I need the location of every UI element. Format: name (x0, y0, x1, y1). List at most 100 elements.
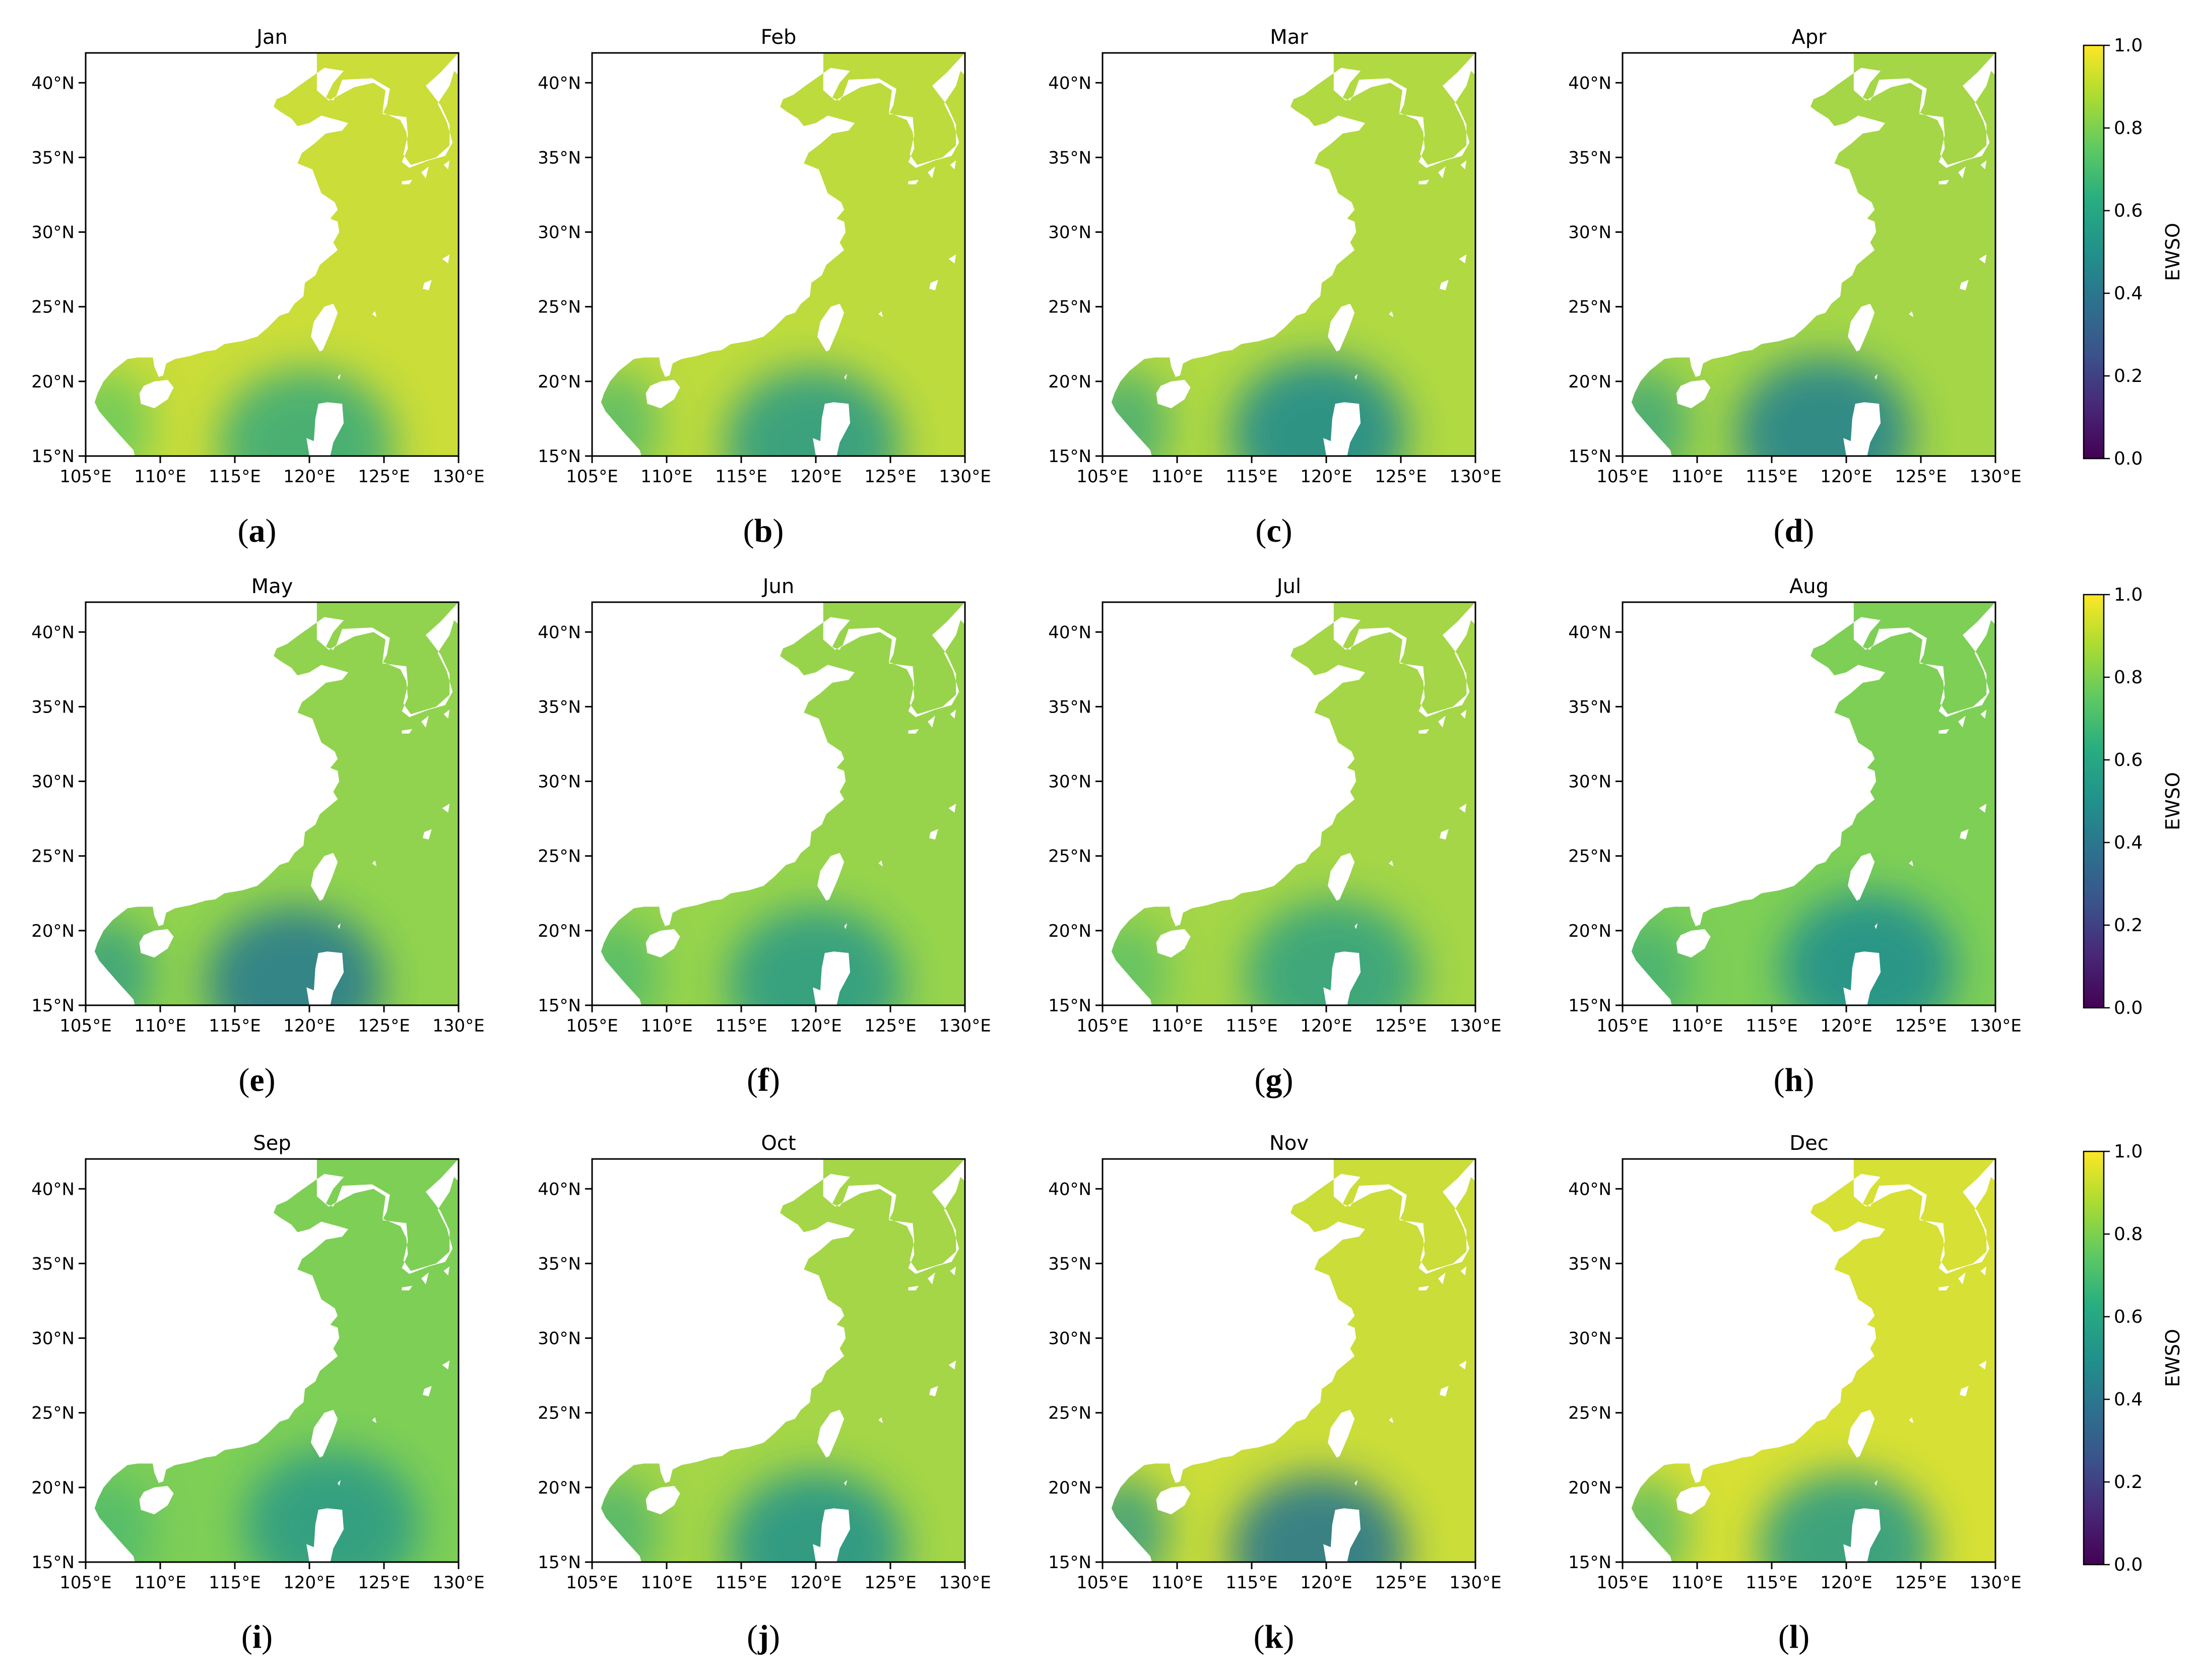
land-polygon (402, 729, 413, 734)
y-tick-label: 15°N (538, 1553, 581, 1573)
y-tick-label: 35°N (31, 148, 75, 168)
y-tick-label: 35°N (31, 697, 75, 717)
land-polygon (423, 829, 432, 840)
land-polygon (1460, 1266, 1467, 1276)
y-tick-label: 40°N (1048, 1179, 1091, 1199)
colorbar-tick-label: 0.8 (2114, 1224, 2143, 1245)
land-polygon (1623, 53, 1995, 456)
y-tick-label: 30°N (1568, 772, 1611, 792)
x-tick-label: 120°E (1300, 467, 1352, 487)
land-polygon (1980, 709, 1987, 719)
land-polygon (1843, 1508, 1881, 1562)
colorbar-label: EWSO (2162, 1329, 2184, 1387)
plot-frame (85, 52, 460, 457)
panel-label: (b) (743, 512, 784, 549)
land-polygon (948, 804, 956, 813)
x-tick-label: 105°E (1076, 1573, 1128, 1593)
plot-frame (1102, 1158, 1476, 1563)
land-polygon (86, 1159, 459, 1562)
x-tick-label: 130°E (1969, 467, 2021, 487)
x-tick-label: 110°E (134, 467, 186, 487)
panel-label: (j) (747, 1619, 780, 1655)
land-polygon (443, 709, 450, 719)
land-polygon (1103, 1159, 1475, 1562)
x-tick-label: 125°E (864, 467, 916, 487)
land-polygon (306, 1508, 344, 1562)
x-tick-label: 120°E (1820, 1573, 1872, 1593)
low-ewso-zone (728, 1471, 904, 1562)
land-mask (1103, 1159, 1475, 1562)
land-polygon (311, 853, 338, 901)
panel-label: (l) (1778, 1619, 1810, 1655)
panel-label: (c) (1255, 512, 1292, 549)
colorbar-tick-label: 0.2 (2114, 366, 2143, 386)
x-tick-label: 115°E (1746, 1573, 1797, 1593)
land-polygon (1103, 53, 1475, 456)
plot-frame (591, 1158, 966, 1563)
x-tick-label: 110°E (640, 467, 692, 487)
panel-label: (e) (238, 1062, 275, 1099)
y-tick-label: 40°N (538, 1179, 581, 1199)
land-polygon (929, 280, 938, 291)
land-polygon (1438, 716, 1446, 728)
land-polygon (908, 1285, 919, 1290)
land-polygon (878, 860, 883, 867)
land-polygon (928, 1272, 935, 1284)
x-tick-label: 110°E (1151, 1016, 1203, 1036)
plot-frame (1102, 52, 1476, 457)
y-tick-label: 20°N (1568, 1478, 1611, 1498)
y-tick-label: 30°N (31, 772, 75, 792)
land-polygon (878, 311, 883, 317)
land-polygon (1979, 254, 1987, 264)
land-polygon (1418, 729, 1430, 734)
land-polygon (1958, 1272, 1966, 1284)
land-polygon (1848, 1409, 1875, 1458)
land-polygon (1676, 1485, 1711, 1515)
land-polygon (423, 280, 432, 291)
land-polygon (1848, 303, 1875, 352)
land-polygon (1323, 402, 1361, 456)
panel-sep: 105°E 110°E 115°E 120°E 125°E 130°E 15°N 20°N 25… (31, 1132, 484, 1655)
y-tick-label: 35°N (1048, 148, 1091, 168)
y-tick-label: 35°N (31, 1254, 75, 1274)
x-tick-label: 125°E (1375, 1573, 1427, 1593)
low-ewso-zone (1780, 892, 1957, 1005)
x-tick-label: 115°E (715, 1573, 767, 1593)
x-tick-label: 115°E (209, 1016, 261, 1036)
y-tick-label: 15°N (31, 1553, 75, 1573)
low-ewso-zone (728, 907, 904, 1005)
y-tick-label: 35°N (1568, 1254, 1611, 1274)
y-tick-label: 15°N (538, 996, 581, 1016)
y-tick-label: 40°N (31, 1179, 75, 1199)
panel-title: Nov (1269, 1132, 1309, 1155)
colorbar-label: EWSO (2162, 772, 2184, 830)
x-tick-label: 105°E (59, 1016, 111, 1036)
land-polygon (1960, 280, 1969, 291)
land-polygon (1979, 1361, 1987, 1370)
y-tick-label: 20°N (1048, 921, 1091, 941)
x-tick-label: 130°E (432, 467, 484, 487)
x-tick-label: 120°E (283, 1016, 335, 1036)
land-polygon (1389, 311, 1394, 317)
land-polygon (1979, 804, 1987, 813)
x-tick-label: 105°E (1076, 467, 1128, 487)
y-tick-label: 35°N (1048, 697, 1091, 717)
land-polygon (1354, 374, 1358, 380)
y-tick-label: 40°N (1568, 1179, 1611, 1199)
land-polygon (306, 951, 344, 1005)
low-ewso-zone (725, 368, 901, 456)
y-tick-label: 35°N (538, 697, 581, 717)
land-polygon (338, 374, 341, 380)
y-tick-label: 30°N (31, 1329, 75, 1349)
y-tick-label: 25°N (1048, 297, 1091, 317)
land-polygon (1389, 860, 1394, 867)
land-mask (1103, 53, 1475, 456)
land-polygon (1875, 1480, 1878, 1486)
x-tick-label: 130°E (1449, 467, 1501, 487)
x-tick-label: 115°E (1225, 467, 1277, 487)
x-tick-label: 120°E (790, 1016, 842, 1036)
land-polygon (817, 853, 845, 901)
y-tick-label: 30°N (1048, 1329, 1091, 1349)
y-tick-label: 25°N (31, 297, 75, 317)
land-polygon (86, 602, 459, 1005)
